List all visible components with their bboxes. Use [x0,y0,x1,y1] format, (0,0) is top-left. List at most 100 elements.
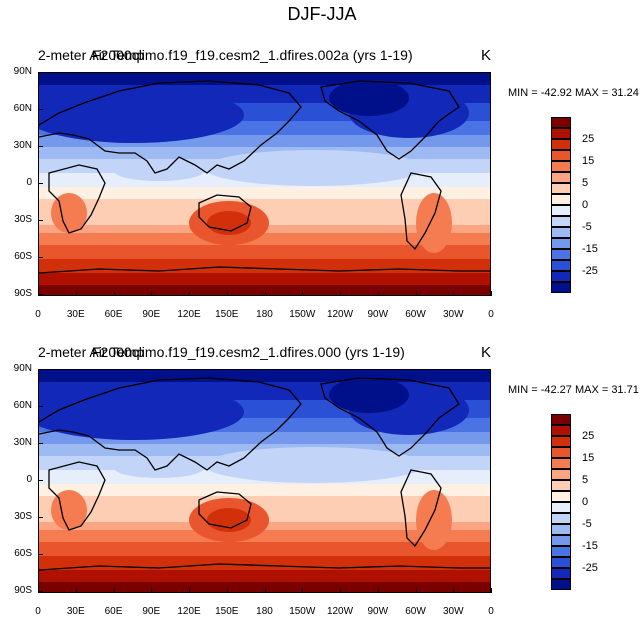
lon-tick [38,291,39,296]
temperature-band [39,273,490,285]
lat-tick-label: 90S [14,288,32,299]
lon-tick-label: 30E [66,606,85,617]
colorbar-swatch [551,205,571,216]
coastline [320,80,460,160]
temperature-band [39,484,490,496]
coastline [198,194,252,232]
lon-tick-label: 0 [488,309,494,320]
panel-bottom: 2-meter Air Temp F2000climo.f19_f19.cesm… [0,344,644,644]
temperature-anomaly-patch [204,447,424,483]
lat-tick-label: 0 [26,474,32,485]
lon-tick [113,588,115,593]
lon-tick [377,291,379,296]
lat-tick-label: 0 [26,177,32,188]
coastline [198,491,252,529]
colorbar-swatch [551,271,571,282]
lon-tick-label: 60E [104,309,123,320]
colorbar-swatch [551,260,571,271]
temperature-band [39,530,490,542]
lon-tick-label: 30W [442,309,464,320]
colorbar-swatch [551,150,571,161]
colorbar-swatch [551,238,571,249]
lon-tick [189,588,190,593]
temperature-anomaly-patch [416,490,452,550]
colorbar-label: 15 [582,452,595,464]
lon-tick [75,588,77,593]
lon-tick [151,588,153,593]
lat-tick [38,220,43,221]
lat-tick [38,109,43,110]
lon-tick [151,291,153,296]
lat-tick-label: 90N [13,363,32,374]
temperature-band [39,542,490,556]
lon-tick [453,291,455,296]
lon-tick-label: 150W [289,606,316,617]
lon-tick [491,291,492,296]
map-plot [38,72,491,296]
variable-title: 2-meter Air Temp [38,344,145,360]
units-label: K [481,344,492,361]
colorbar-swatch [551,414,571,425]
lat-tick [38,294,43,295]
colorbar-label: 25 [582,133,595,145]
lat-tick [38,369,43,370]
colorbar-swatch [551,172,571,183]
colorbar-swatch [551,227,571,238]
colorbar-swatch [551,480,571,491]
lat-tick-label: 30N [13,140,32,151]
lon-tick-label: 120E [177,606,201,617]
lon-tick-label: 180 [256,309,273,320]
colorbar-swatch [551,249,571,260]
lon-tick-label: 30W [442,606,464,617]
lon-tick [226,291,228,296]
coastline [320,377,460,457]
colorbar-swatch [551,524,571,535]
temperature-band [39,496,490,510]
variable-title: 2-meter Air Temp [38,47,145,63]
temperature-band [39,233,490,245]
lon-tick [226,588,228,593]
colorbar-swatch [551,502,571,513]
colorbar-label: -25 [582,265,598,277]
lat-tick-label: 90N [13,66,32,77]
lat-tick-label: 60S [14,251,32,262]
colorbar-swatch [551,282,571,293]
lat-tick-label: 30S [14,511,32,522]
colorbar-swatch [551,491,571,502]
colorbar-swatch [551,194,571,205]
lon-tick [453,588,455,593]
colorbar-swatch [551,447,571,458]
lon-tick [302,588,304,593]
lat-tick [38,257,43,258]
lon-tick-label: 60W [405,309,426,320]
colorbar-label: -15 [582,540,598,552]
lon-tick [113,291,115,296]
lon-tick-label: 150E [215,309,239,320]
lon-tick [377,588,379,593]
lat-tick [38,591,43,592]
colorbar-swatch [551,139,571,150]
temperature-band [39,570,490,582]
temperature-anomaly-patch [329,80,409,116]
lon-tick-label: 120E [177,309,201,320]
lat-tick [38,443,43,444]
lon-tick [302,291,304,296]
coastline [39,266,490,274]
lon-tick-label: 90W [367,309,389,320]
colorbar-swatch [551,458,571,469]
lat-tick-label: 60N [13,400,32,411]
colorbar [551,117,571,295]
lon-tick-label: 30E [66,309,85,320]
lon-tick-label: 0 [35,606,41,617]
lon-tick-label: 120W [326,606,354,617]
colorbar-swatch [551,546,571,557]
lon-tick [264,588,266,593]
coastline [48,164,106,234]
temperature-anomaly-patch [207,211,251,235]
lon-tick [491,588,492,593]
figure-title: DJF-JJA [287,4,357,24]
lon-tick-label: 0 [35,309,41,320]
lat-tick-label: 60S [14,548,32,559]
temperature-anomaly-patch [204,150,424,186]
min-max-label: MIN = -42.92 MAX = 31.24 [508,87,639,99]
